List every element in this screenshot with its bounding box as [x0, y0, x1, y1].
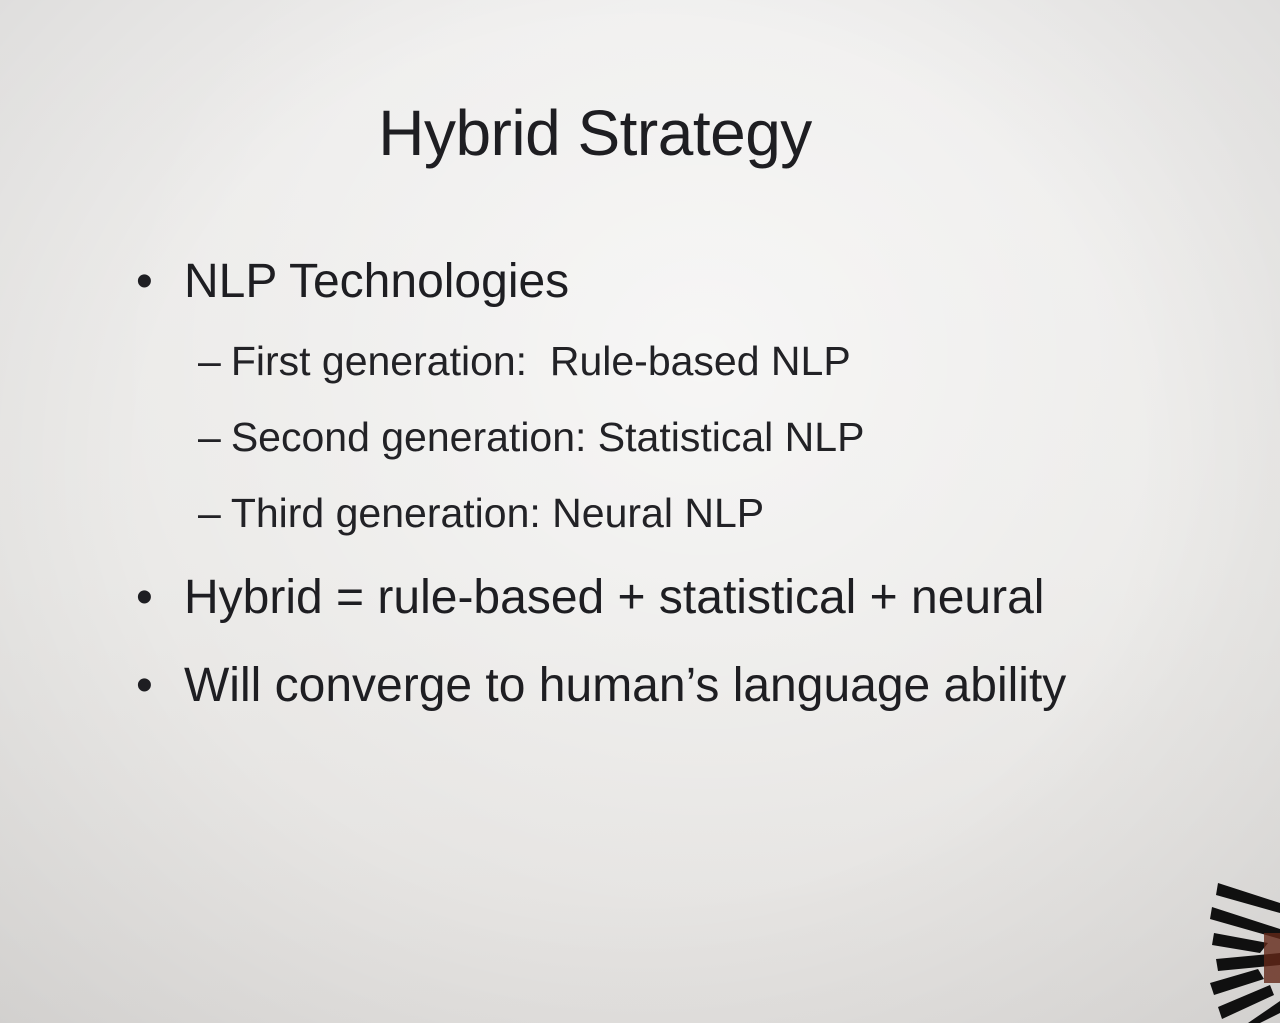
bullet-item: • Will converge to human’s language abili… — [136, 658, 1066, 713]
slide-title: Hybrid Strategy — [378, 97, 812, 169]
bullet-marker: • — [136, 659, 153, 712]
bullet-marker: • — [136, 571, 153, 624]
bullet-marker: • — [136, 255, 153, 308]
bullet-item: • Hybrid = rule-based + statistical + neu… — [136, 570, 1044, 625]
sub-bullet-item: – First generation: Rule-based NLP — [198, 338, 851, 385]
sub-bullet-text: Second generation: Statistical NLP — [230, 414, 865, 460]
corner-decoration — [1210, 883, 1280, 1023]
sub-bullet-item: – Second generation: Statistical NLP — [198, 414, 864, 461]
sub-bullet-text: First generation: Rule-based NLP — [230, 338, 851, 384]
bullet-text: Will converge to human’s language abilit… — [184, 659, 1067, 712]
sub-bullet-text: Third generation: Neural NLP — [230, 490, 765, 536]
sub-bullet-marker: – — [198, 338, 221, 384]
bullet-text: Hybrid = rule-based + statistical + neur… — [184, 571, 1045, 624]
bullet-item: • NLP Technologies — [136, 254, 569, 309]
sub-bullet-marker: – — [198, 490, 221, 536]
bullet-text: NLP Technologies — [184, 255, 570, 308]
sub-bullet-item: – Third generation: Neural NLP — [198, 490, 764, 537]
sub-bullet-marker: – — [198, 414, 221, 460]
